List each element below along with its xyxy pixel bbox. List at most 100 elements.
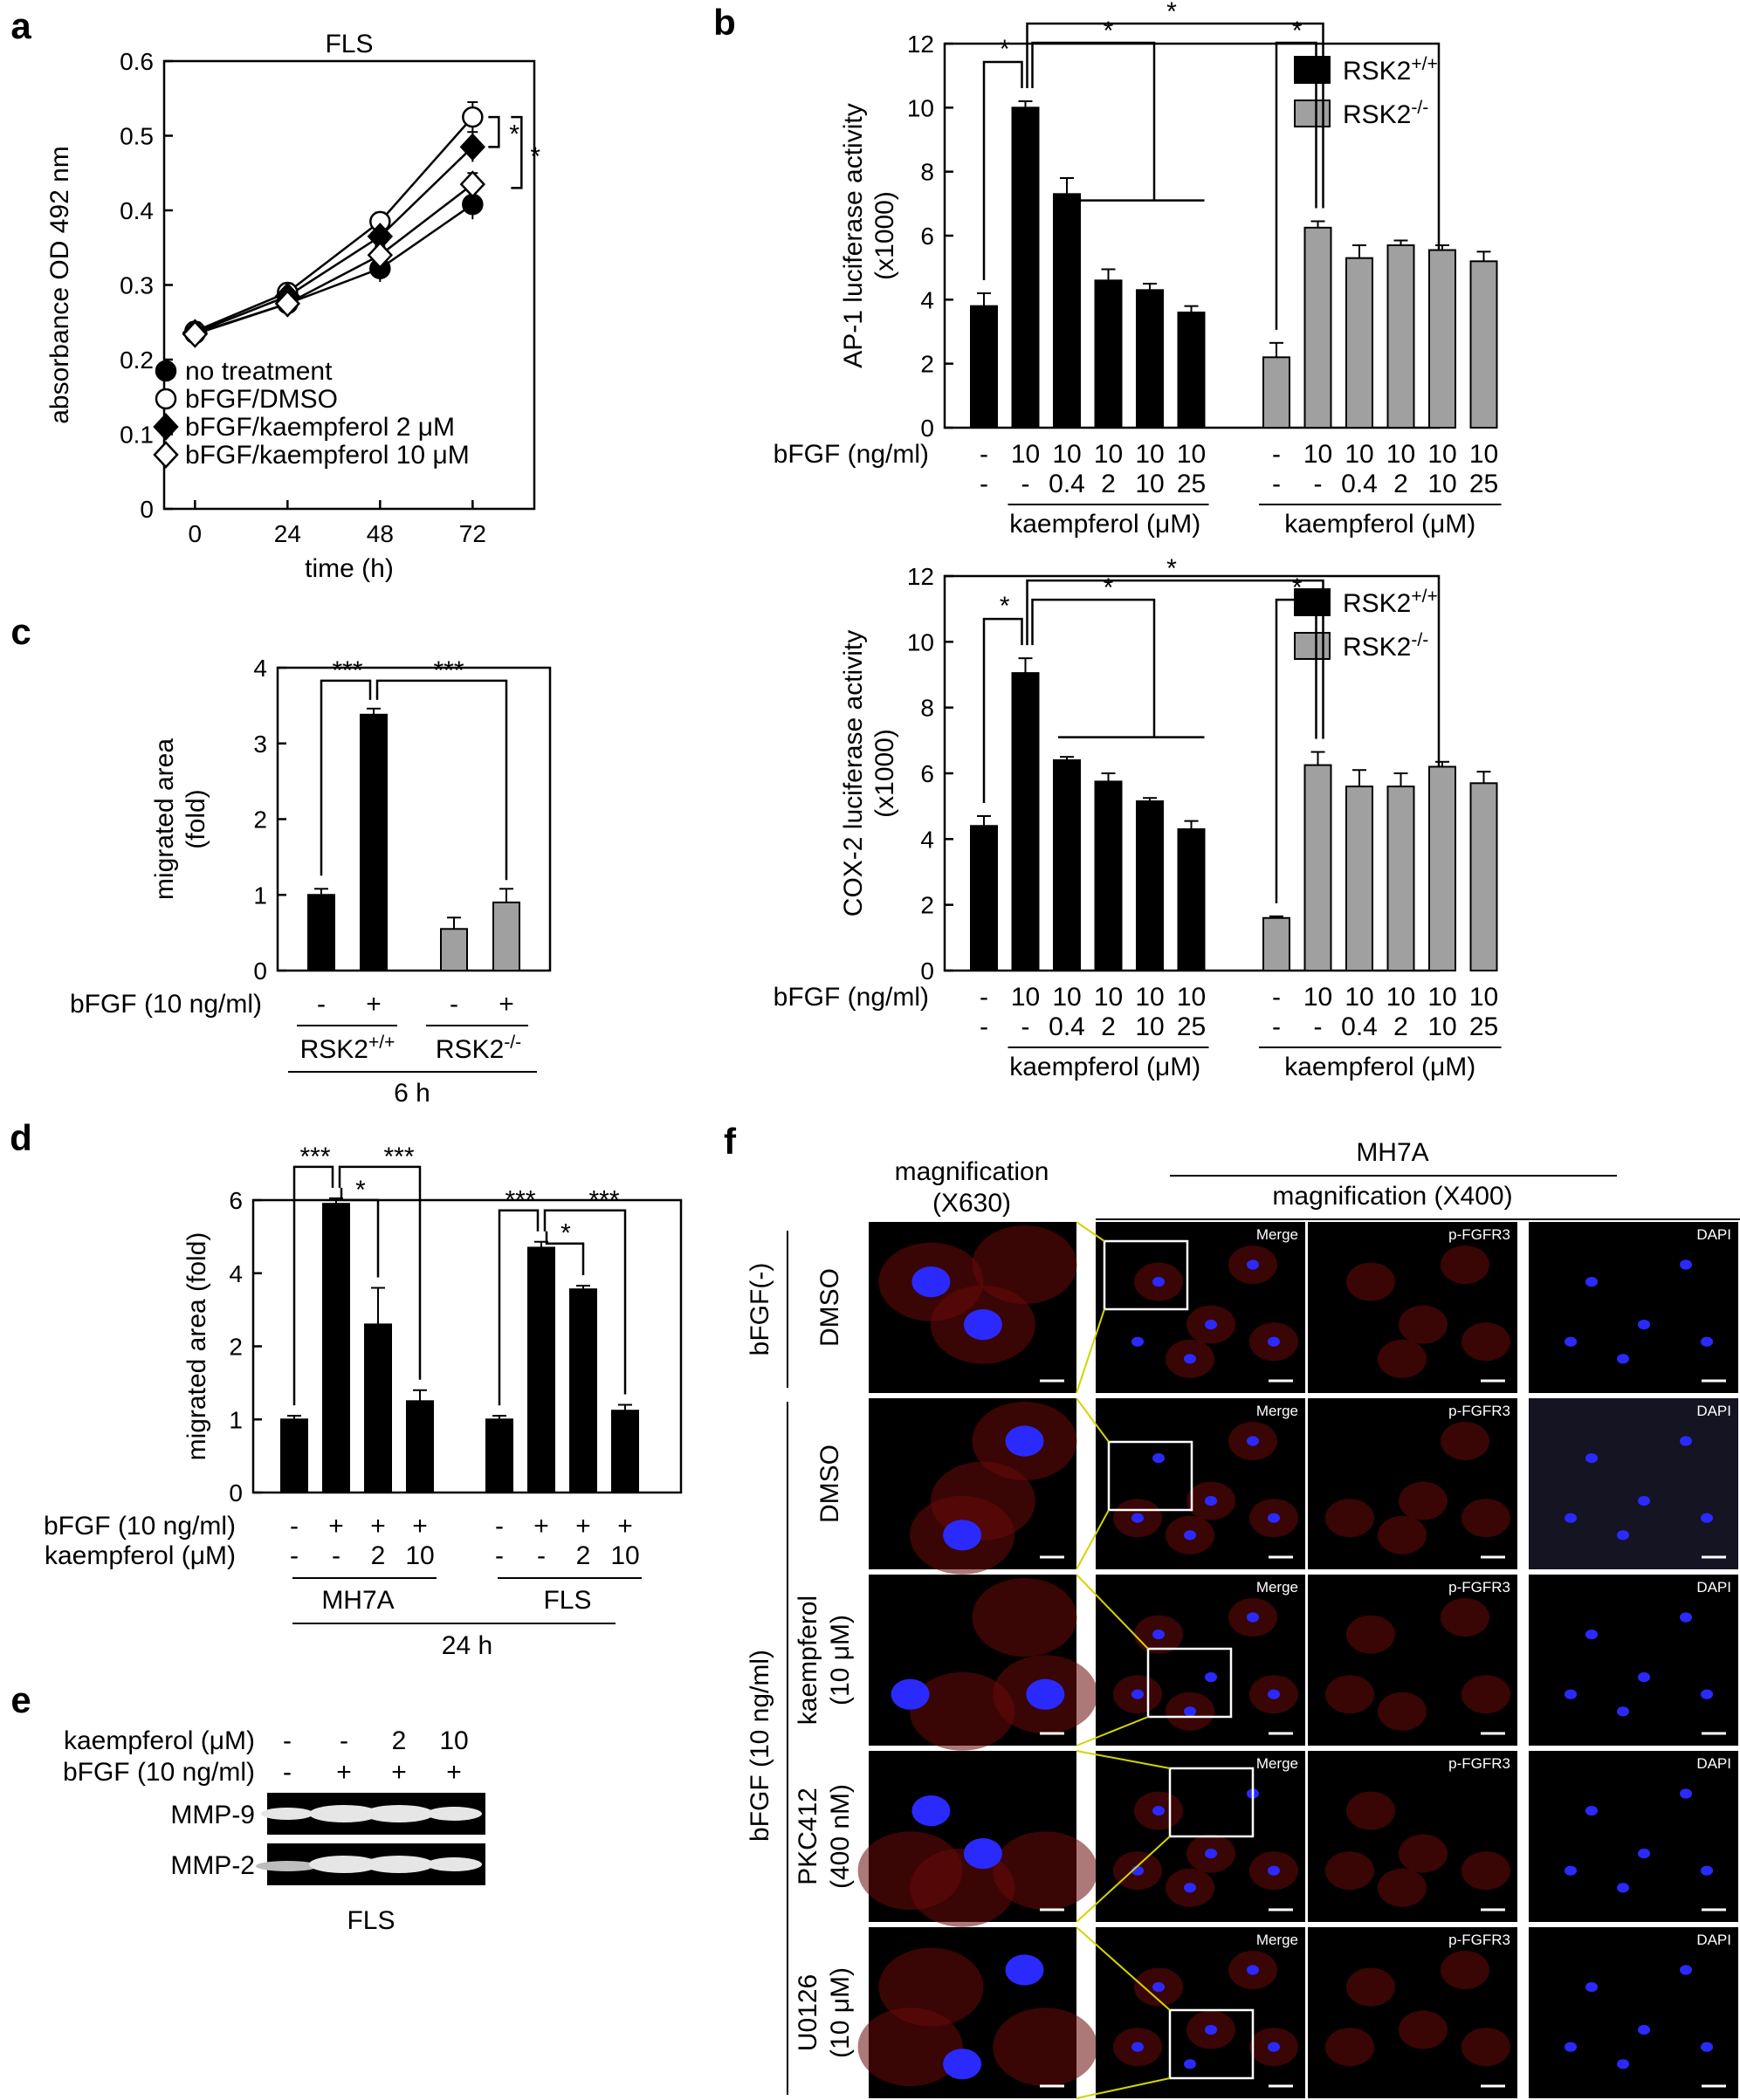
sig-mark: *** <box>588 1186 619 1215</box>
sig-mark: * <box>1166 0 1177 26</box>
row-label: (10 μM) <box>826 1615 855 1705</box>
cell-stain <box>972 1578 1077 1657</box>
row1-cell: - <box>290 1512 299 1541</box>
row-label: bFGF (ng/ml) <box>774 983 929 1012</box>
y-tick-label: 4 <box>229 1260 243 1287</box>
y-tick-label: 0.3 <box>120 272 154 299</box>
nucleus <box>1680 1259 1692 1270</box>
nucleus <box>1247 1259 1259 1270</box>
nucleus <box>1205 1320 1217 1330</box>
y-axis-label: AP-1 luciferase activity <box>839 103 868 367</box>
time-label: 6 h <box>394 1079 430 1108</box>
bar <box>611 1410 639 1493</box>
nucleus <box>943 2049 982 2080</box>
legend-marker-2 <box>153 413 179 441</box>
zoom-box <box>1107 1440 1193 1512</box>
zoom-connector <box>1076 1509 1110 1570</box>
row-label: U0126 <box>794 1974 822 2051</box>
group-label: kaempferol (μM) <box>1284 510 1475 539</box>
bar <box>1303 226 1332 429</box>
bar <box>322 1203 350 1493</box>
sig-mark: * <box>561 1219 571 1248</box>
row1-cell: 10 <box>1011 983 1040 1012</box>
bar <box>1053 758 1081 972</box>
row1-cell: - <box>283 1726 292 1755</box>
x-tick-label: 72 <box>459 520 486 547</box>
zoom-connector <box>1076 1750 1171 1769</box>
sig-mark: * <box>1104 573 1114 602</box>
sig-bracket <box>1026 22 1324 209</box>
row1-cell: 10 <box>1135 440 1164 469</box>
sig-mark: * <box>1104 17 1114 45</box>
gel-band <box>256 1861 319 1871</box>
row1-cell: + <box>370 1512 386 1541</box>
row2-cell: 2 <box>371 1541 386 1570</box>
row-label: PKC412 <box>794 1788 822 1885</box>
cell-stain <box>1346 1791 1395 1830</box>
row2-cell: 0.4 <box>1341 470 1378 498</box>
row1-cell: 10 <box>1052 983 1081 1012</box>
sig-mark: * <box>509 120 519 149</box>
zoom-box <box>1168 1767 1255 1838</box>
row1-cell: 10 <box>1345 983 1373 1012</box>
micrograph-tile <box>1529 1222 1738 1393</box>
row1-cell: 10 <box>1135 983 1164 1012</box>
series-line-1 <box>194 116 474 333</box>
row2-cell: 0.4 <box>1049 1012 1085 1041</box>
zoom-connector <box>1076 1221 1105 1242</box>
cell-stain <box>1461 1499 1510 1538</box>
cell-stain <box>857 1831 963 1911</box>
bar <box>492 901 520 972</box>
row1-cell: 10 <box>1469 440 1498 469</box>
bar <box>1011 106 1040 429</box>
row1-cell: 10 <box>1303 440 1332 469</box>
nucleus <box>1131 1513 1144 1523</box>
micrograph-tile <box>1529 1927 1738 2098</box>
cell-stain <box>993 2007 1098 2087</box>
row1-cell: + <box>575 1512 591 1541</box>
row2-cell: 25 <box>1469 1012 1498 1041</box>
nucleus <box>1268 1513 1280 1523</box>
y-tick-label: 3 <box>253 731 267 758</box>
group-label: kaempferol (μM) <box>1284 1053 1475 1081</box>
nucleus <box>1680 1436 1692 1446</box>
legend-label: bFGF/DMSO <box>185 385 338 414</box>
row1-cell: 10 <box>1345 440 1373 469</box>
bar <box>1428 765 1456 972</box>
nucleus <box>1638 1320 1650 1330</box>
nucleus <box>1005 1425 1044 1457</box>
legend-swatch <box>1294 632 1331 660</box>
gel-band <box>261 1808 313 1820</box>
y-tick-label: 1 <box>229 1406 243 1433</box>
series-line-2 <box>194 146 474 334</box>
channel-label: p-FGFR3 <box>1448 1403 1510 1419</box>
gel-band <box>426 1857 482 1871</box>
nucleus <box>1701 1513 1713 1523</box>
cell-stain <box>857 2007 963 2087</box>
group-label: kaempferol (μM) <box>1009 1053 1200 1081</box>
y-tick-label: 2 <box>229 1334 243 1361</box>
legend-swatch <box>1294 100 1331 127</box>
y-axis-label: (x1000) <box>870 191 899 280</box>
panel-a: a FLS 0 0.1 0.2 0.3 0.4 0.5 0.6 0 24 48 72 time (h) ab… <box>10 5 540 583</box>
row1-cell: - <box>980 983 988 1012</box>
zoom-box <box>1103 1239 1189 1311</box>
bar <box>1345 786 1373 971</box>
time-label: 24 h <box>442 1631 492 1660</box>
y-tick-label: 6 <box>229 1187 243 1214</box>
gel-band <box>364 1805 434 1822</box>
nucleus <box>911 1795 951 1827</box>
group-label: FLS <box>543 1586 591 1615</box>
zoom-box <box>1168 2008 1255 2080</box>
nucleus <box>1205 2025 1217 2035</box>
row1-cell: 10 <box>1303 983 1332 1012</box>
y-tick-label: 12 <box>907 563 934 590</box>
row2-cell: - <box>283 1758 292 1787</box>
nucleus <box>1184 1354 1196 1364</box>
gel-caption: FLS <box>347 1906 395 1935</box>
zoom-connector <box>1076 1836 1171 1923</box>
nucleus <box>1638 1849 1650 1859</box>
group-label: kaempferol (μM) <box>1009 510 1200 539</box>
zoom-connector <box>1076 1308 1105 1394</box>
row2-cell: 2 <box>1101 470 1116 498</box>
